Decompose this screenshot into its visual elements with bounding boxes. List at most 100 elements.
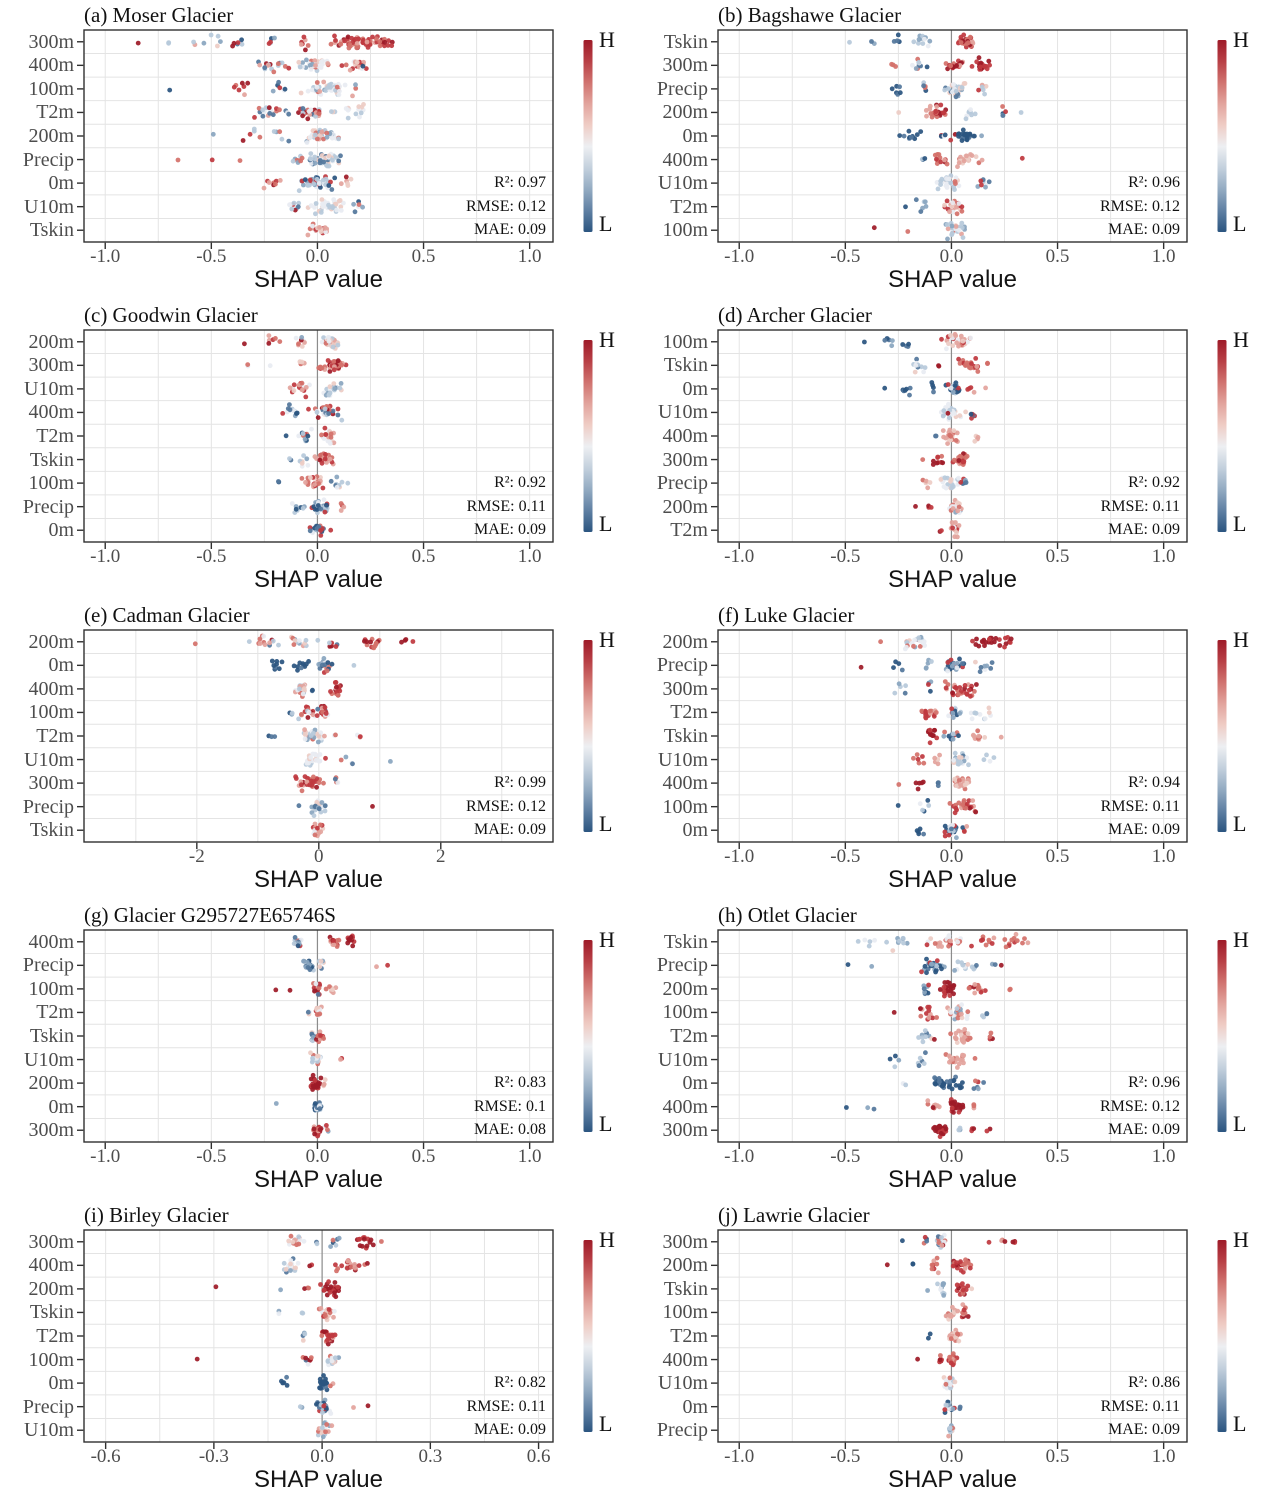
shap-point bbox=[331, 197, 337, 203]
x-tick-label: 0.5 bbox=[1045, 846, 1070, 867]
shap-point bbox=[956, 1109, 962, 1115]
shap-point bbox=[308, 107, 314, 113]
shap-point bbox=[305, 88, 311, 94]
beeswarm-row bbox=[287, 380, 344, 400]
shap-point bbox=[345, 480, 351, 486]
shap-point bbox=[1008, 636, 1014, 642]
shap-point bbox=[962, 1261, 968, 1267]
shap-point bbox=[954, 665, 960, 671]
beeswarm-row bbox=[293, 774, 341, 794]
shap-point bbox=[977, 712, 983, 717]
shap-point bbox=[1007, 640, 1013, 645]
y-axis-label: 200m bbox=[28, 125, 74, 147]
shap-point bbox=[321, 780, 326, 786]
shap-point bbox=[291, 941, 297, 946]
shap-point bbox=[950, 1263, 956, 1269]
shap-point bbox=[964, 824, 970, 829]
shap-point bbox=[315, 415, 321, 420]
x-tick-label: 1.0 bbox=[517, 246, 542, 267]
shap-point bbox=[319, 800, 325, 805]
shap-point bbox=[949, 223, 955, 229]
shap-point bbox=[947, 801, 953, 806]
shap-point bbox=[290, 1239, 296, 1245]
shap-point bbox=[964, 755, 970, 761]
colorbar-low-label: L bbox=[1233, 1411, 1247, 1436]
shap-point bbox=[330, 344, 336, 350]
shap-point bbox=[307, 967, 313, 973]
x-axis-title: SHAP value bbox=[254, 566, 383, 593]
shap-point bbox=[279, 60, 285, 66]
shap-point bbox=[926, 682, 931, 687]
beeswarm-row bbox=[919, 152, 1025, 170]
shap-beeswarm-panel: (d) Archer Glacier SHAP value R²: 0.92 R… bbox=[634, 300, 1269, 600]
shap-point bbox=[267, 111, 273, 116]
shap-point bbox=[957, 782, 963, 787]
shap-point bbox=[329, 135, 335, 141]
shap-point bbox=[287, 407, 293, 413]
shap-point bbox=[191, 39, 197, 45]
shap-point bbox=[968, 710, 974, 716]
shap-point bbox=[358, 110, 364, 116]
shap-point bbox=[910, 62, 915, 68]
shap-point bbox=[308, 1076, 314, 1082]
shap-point bbox=[388, 759, 393, 764]
shap-point bbox=[946, 713, 951, 719]
y-axis-label: 200m bbox=[28, 1277, 74, 1300]
beeswarm-row bbox=[311, 1123, 331, 1139]
shap-point bbox=[939, 528, 944, 533]
shap-point bbox=[943, 1381, 949, 1387]
shap-point bbox=[287, 987, 293, 993]
shap-point bbox=[903, 1082, 909, 1088]
shap-point bbox=[933, 109, 939, 115]
shap-point bbox=[943, 1378, 949, 1383]
shap-point bbox=[336, 158, 342, 164]
shap-point bbox=[944, 198, 950, 204]
shap-point bbox=[974, 682, 979, 687]
y-axis-label: 100m bbox=[28, 1348, 74, 1371]
shap-point bbox=[969, 943, 974, 949]
colorbar bbox=[583, 340, 593, 532]
shap-point bbox=[319, 1425, 325, 1431]
y-axis-label: U10m bbox=[658, 172, 708, 195]
shap-point bbox=[335, 406, 341, 412]
beeswarm-row bbox=[941, 1375, 958, 1391]
colorbar-high-label: H bbox=[1233, 1227, 1249, 1252]
shap-point bbox=[338, 153, 343, 159]
shap-point bbox=[334, 484, 340, 490]
shap-point bbox=[333, 644, 339, 649]
shap-point bbox=[962, 132, 967, 138]
x-axis-title: SHAP value bbox=[888, 1166, 1017, 1193]
beeswarm-row bbox=[858, 656, 995, 675]
colorbar-low-label: L bbox=[599, 511, 613, 536]
shap-point bbox=[911, 755, 916, 761]
x-axis-title: SHAP value bbox=[254, 266, 383, 293]
shap-point bbox=[913, 504, 918, 509]
shap-point bbox=[1000, 113, 1006, 118]
shap-point bbox=[971, 1086, 977, 1091]
shap-point bbox=[998, 734, 1004, 740]
beeswarm-row bbox=[310, 821, 326, 839]
shap-point bbox=[213, 1284, 219, 1290]
y-axis-label: 100m bbox=[28, 977, 74, 1000]
shap-point bbox=[958, 333, 964, 339]
shap-point bbox=[931, 385, 936, 390]
shap-point bbox=[294, 1242, 299, 1248]
x-axis-title: SHAP value bbox=[888, 266, 1017, 293]
shap-point bbox=[987, 758, 993, 764]
shap-point bbox=[350, 943, 356, 949]
colorbar-high-label: H bbox=[599, 327, 615, 352]
shap-point bbox=[292, 935, 298, 940]
shap-point bbox=[922, 36, 927, 42]
shap-point bbox=[266, 105, 272, 111]
shap-point bbox=[986, 179, 992, 185]
shap-point bbox=[940, 1281, 946, 1287]
shap-point bbox=[277, 178, 283, 183]
shap-point bbox=[934, 1015, 939, 1020]
shap-point bbox=[335, 412, 341, 418]
shap-point bbox=[287, 202, 292, 208]
shap-point bbox=[318, 958, 324, 964]
shap-point bbox=[332, 386, 338, 391]
shap-point bbox=[950, 1406, 956, 1412]
shap-point bbox=[319, 662, 325, 668]
y-axis-label: Tskin bbox=[29, 1025, 74, 1047]
